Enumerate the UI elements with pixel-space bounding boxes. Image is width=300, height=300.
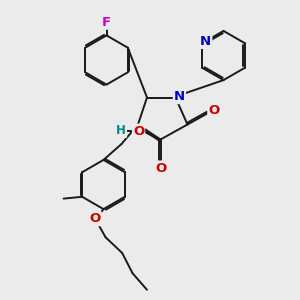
Text: O: O (155, 161, 166, 175)
Text: H: H (116, 124, 126, 137)
Text: O: O (89, 212, 101, 225)
Text: N: N (200, 35, 212, 48)
Text: N: N (174, 90, 185, 103)
Text: F: F (102, 16, 111, 29)
Text: O: O (133, 124, 144, 138)
Text: O: O (208, 104, 220, 117)
